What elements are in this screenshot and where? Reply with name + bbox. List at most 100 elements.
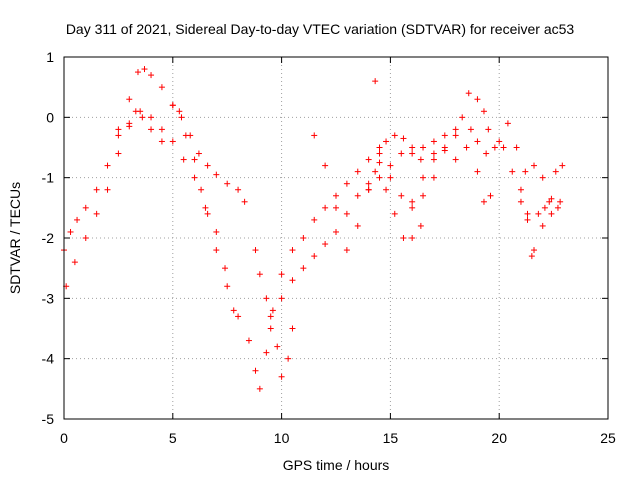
x-axis-label: GPS time / hours bbox=[283, 457, 390, 473]
x-tick-label: 5 bbox=[169, 430, 177, 446]
data-point-track-g bbox=[480, 108, 487, 115]
data-point-track-e bbox=[383, 138, 390, 145]
data-point-track-b bbox=[191, 156, 198, 163]
data-point-track-h bbox=[548, 210, 555, 217]
data-point-track-f bbox=[391, 210, 398, 217]
data-point-track-e bbox=[452, 156, 459, 163]
data-point-track-c bbox=[202, 204, 209, 211]
data-marks bbox=[61, 66, 566, 392]
data-point-track-a bbox=[235, 186, 242, 193]
data-point-track-b bbox=[148, 126, 155, 133]
y-tick-label: -4 bbox=[42, 351, 55, 367]
data-point-track-i bbox=[483, 150, 490, 157]
data-point-track-b bbox=[213, 228, 220, 235]
data-point-track-d bbox=[256, 271, 263, 278]
data-point-track-g bbox=[409, 150, 416, 157]
data-point-track-h bbox=[409, 198, 416, 205]
data-point-track-g bbox=[398, 150, 405, 157]
data-point-track-d bbox=[365, 156, 372, 163]
data-point-track-c bbox=[224, 283, 231, 290]
data-point-track-d bbox=[333, 192, 339, 199]
data-point-track-d bbox=[430, 174, 437, 181]
data-point-track-d bbox=[343, 180, 350, 187]
data-point-track-i bbox=[541, 204, 548, 211]
data-point-track-e bbox=[267, 313, 274, 320]
data-point-track-g bbox=[441, 132, 448, 139]
data-point-track-d bbox=[289, 247, 296, 254]
data-point-track-h bbox=[430, 156, 437, 163]
data-point-track-d bbox=[269, 307, 276, 314]
data-point-track-h bbox=[504, 120, 511, 127]
data-point-track-e bbox=[372, 168, 379, 175]
data-point-track-a bbox=[134, 69, 141, 76]
data-point-track-a bbox=[126, 96, 133, 103]
data-point-track-g bbox=[465, 90, 472, 97]
data-point-track-c bbox=[126, 120, 133, 127]
data-point-track-e bbox=[300, 265, 307, 272]
data-point-track-g bbox=[474, 96, 481, 103]
data-point-track-a bbox=[224, 180, 231, 187]
x-tick-label: 20 bbox=[491, 430, 507, 446]
data-point-track-h bbox=[420, 174, 427, 181]
data-point-track-c bbox=[278, 373, 285, 380]
data-point-track-e bbox=[365, 180, 372, 187]
data-point-track-h bbox=[522, 168, 529, 175]
data-point-track-i bbox=[467, 126, 474, 133]
data-point-track-c bbox=[213, 247, 220, 254]
data-point-track-g bbox=[452, 126, 459, 133]
data-point-track-a bbox=[93, 186, 100, 193]
data-point-track-i bbox=[491, 144, 498, 151]
data-point-track-i bbox=[535, 210, 542, 217]
data-point-track-c bbox=[137, 108, 144, 115]
data-point-track-d bbox=[409, 204, 416, 211]
y-tick-label: -1 bbox=[42, 170, 55, 186]
data-point-track-c bbox=[235, 313, 242, 320]
data-point-track-b bbox=[115, 150, 122, 157]
data-point-track-a bbox=[213, 171, 220, 178]
data-point-track-c bbox=[115, 132, 122, 139]
data-point-track-e bbox=[391, 132, 398, 139]
data-point-track-h bbox=[452, 132, 459, 139]
y-tick-label: 0 bbox=[46, 109, 54, 125]
data-point-track-e bbox=[343, 210, 350, 217]
data-point-track-b bbox=[182, 132, 189, 139]
data-point-track-g bbox=[420, 144, 427, 151]
grid-layer bbox=[64, 57, 608, 419]
data-point-track-d bbox=[376, 159, 383, 166]
data-point-track-a bbox=[158, 84, 165, 91]
data-point-track-d bbox=[322, 204, 329, 211]
data-point-track-i bbox=[500, 144, 507, 151]
data-point-track-j bbox=[546, 198, 553, 205]
data-point-track-c bbox=[158, 126, 165, 133]
data-point-track-d bbox=[420, 192, 427, 199]
data-point-track-f bbox=[372, 78, 379, 85]
data-point-track-g bbox=[365, 186, 372, 193]
data-point-track-j bbox=[552, 168, 559, 175]
data-point-track-j bbox=[559, 162, 566, 169]
data-point-track-c bbox=[256, 385, 263, 392]
data-point-track-d bbox=[398, 192, 405, 199]
data-point-track-i bbox=[548, 195, 555, 202]
data-point-track-g bbox=[459, 114, 466, 121]
data-point-track-i bbox=[474, 138, 481, 145]
data-point-track-g bbox=[387, 162, 394, 169]
y-axis-label: SDTVAR / TECUs bbox=[7, 182, 23, 294]
data-point-track-a bbox=[148, 72, 155, 79]
data-point-track-a bbox=[195, 150, 202, 157]
data-point-track-e bbox=[417, 156, 424, 163]
data-point-track-i bbox=[517, 198, 524, 205]
data-point-track-a bbox=[74, 216, 81, 223]
data-point-track-c bbox=[169, 138, 176, 145]
data-point-track-j bbox=[531, 247, 538, 254]
data-point-track-f bbox=[333, 204, 339, 211]
data-point-track-f bbox=[354, 222, 361, 229]
data-point-track-h bbox=[480, 198, 487, 205]
data-point-track-h bbox=[496, 138, 503, 145]
data-point-track-c bbox=[263, 349, 270, 356]
data-point-track-i bbox=[524, 216, 531, 223]
data-point-track-b bbox=[71, 259, 78, 266]
data-point-track-b bbox=[104, 186, 111, 193]
data-point-track-a bbox=[115, 126, 122, 133]
data-point-track-f bbox=[376, 144, 383, 151]
